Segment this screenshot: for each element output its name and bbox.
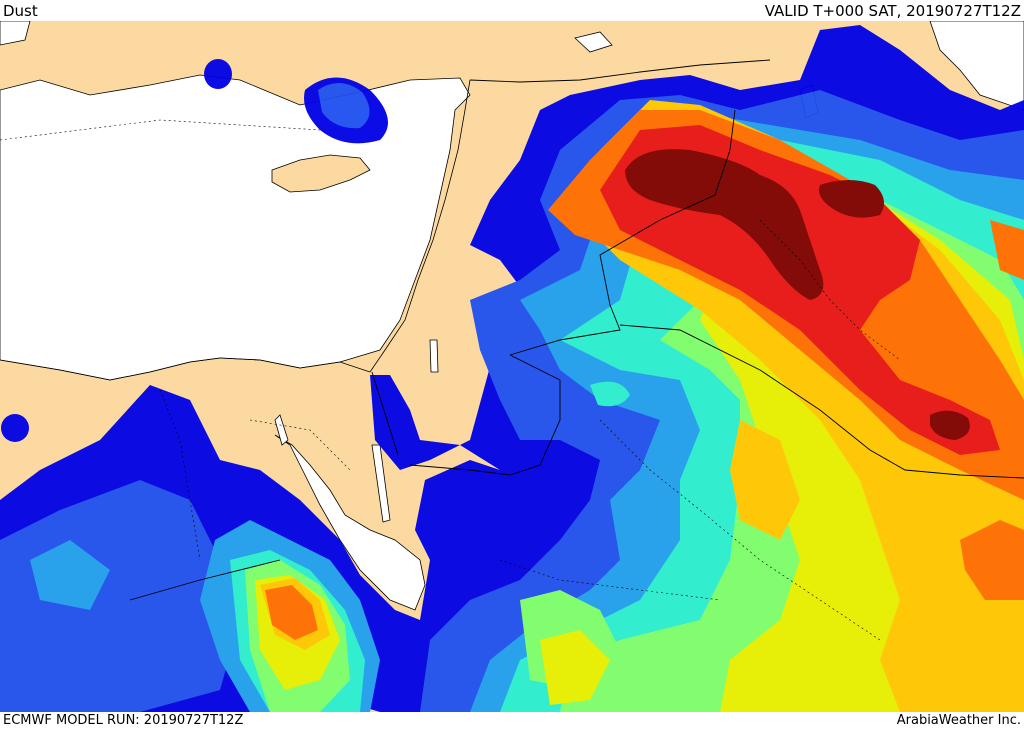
red-sea: [274, 434, 426, 611]
dust-level-10: [625, 149, 970, 440]
gulf-of-aqaba: [371, 444, 391, 523]
dead-sea: [429, 339, 439, 373]
border-jordan-iraq-saudi: [509, 109, 736, 356]
dust-level-1d: [1, 414, 29, 442]
border-egypt-sudan: [129, 559, 281, 601]
header-bar: Dust VALID T+000 SAT, 20190727T12Z: [0, 0, 1024, 21]
dotted-border-3: [599, 419, 881, 641]
dotted-border-2: [159, 389, 201, 561]
dotted-border-4: [499, 559, 721, 601]
credit-label: ArabiaWeather Inc.: [896, 713, 1021, 728]
border-saudi-jordan: [409, 354, 561, 476]
lake-van: [574, 31, 613, 53]
product-title: Dust: [3, 1, 38, 20]
coastlines: [0, 79, 471, 381]
dust-forecast-map: [0, 21, 1024, 712]
border-sinai: [371, 371, 399, 456]
dust-level-2b: [318, 82, 370, 129]
egypt-north-coast: [0, 357, 371, 381]
dotted-border-6: [249, 419, 351, 471]
model-run-label: ECMWF MODEL RUN: 20190727T12Z: [3, 713, 244, 728]
valid-time-label: VALID T+000 SAT, 20190727T12Z: [764, 1, 1021, 20]
black-sea-edge: [0, 21, 31, 46]
sea-layer: [0, 21, 1024, 611]
border-turkey-syria: [469, 59, 771, 83]
cyprus-island: [271, 154, 371, 193]
dotted-border-5: [759, 219, 901, 361]
dotted-border-1: [0, 119, 321, 141]
dust-level-1c: [204, 59, 232, 89]
region-borders-dotted: [0, 119, 901, 641]
dust-fields: [0, 25, 1024, 712]
gulf-of-suez: [274, 414, 289, 446]
footer-bar: ECMWF MODEL RUN: 20190727T12Z ArabiaWeat…: [0, 712, 1024, 729]
levant-coast: [369, 79, 471, 373]
border-iraq-kuwait-iran: [619, 324, 1024, 479]
country-borders: [129, 59, 1024, 601]
caspian-edge: [929, 21, 1024, 111]
